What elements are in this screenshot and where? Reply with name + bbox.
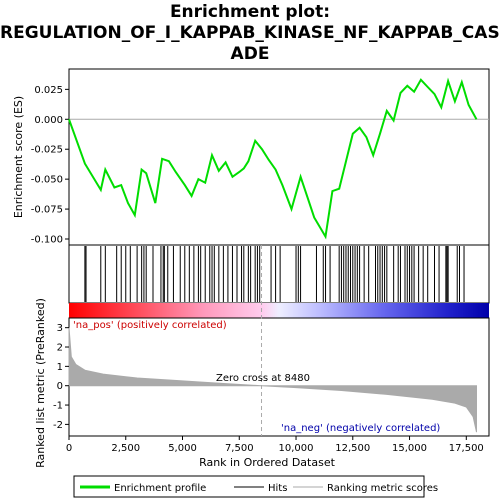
es-y-ticks: 0.025 0.000 -0.025 -0.050 -0.075 -0.100	[31, 85, 69, 246]
metric-area	[68, 327, 477, 433]
xtick-label: 2,500	[111, 443, 140, 454]
legend-hits-label: Hits	[268, 483, 287, 494]
metric-ytick-label: 2	[57, 343, 63, 354]
metric-y-ticks: 3 2 1 0 -1 -2	[53, 323, 69, 431]
zero-cross-label: Zero cross at 8480	[216, 373, 310, 384]
legend-enrichment-label: Enrichment profile	[114, 483, 206, 494]
x-axis-ticks: 0 2,500 5,000 7,500 10,000 12,500 15,000 17,500	[66, 436, 484, 454]
xtick-label: 5,000	[168, 443, 197, 454]
es-ytick-label: 0.025	[34, 85, 63, 96]
pos-correlated-label: 'na_pos' (positively correlated)	[73, 320, 227, 331]
es-ytick-label: -0.075	[31, 205, 63, 216]
neg-correlated-label: 'na_neg' (negatively correlated)	[281, 423, 440, 434]
ranked-metric-area	[68, 245, 477, 436]
x-axis-label: Rank in Ordered Dataset	[199, 456, 336, 469]
es-ytick-label: 0.000	[34, 115, 63, 126]
es-ytick-label: -0.025	[31, 145, 63, 156]
metric-ytick-label: -2	[53, 420, 63, 431]
hits-panel-frame	[68, 244, 490, 304]
enrichment-profile-path	[68, 77, 478, 240]
es-y-axis-label: Enrichment score (ES)	[12, 96, 25, 218]
xtick-label: 7,500	[225, 443, 254, 454]
chart-title-line-2: REGULATION_OF_I_KAPPAB_KINASE_NF_KAPPAB_…	[0, 23, 500, 43]
rank-color-bar	[69, 303, 489, 318]
metric-ytick-label: 1	[57, 362, 63, 373]
chart-title-line-3: ADE	[230, 44, 270, 64]
chart-title-line-1: Enrichment plot:	[169, 2, 331, 22]
metric-ytick-label: -1	[53, 401, 63, 412]
xtick-label: 10,000	[279, 443, 314, 454]
xtick-label: 17,500	[449, 443, 484, 454]
metric-y-axis-label: Ranked list metric (PreRanked)	[34, 298, 47, 468]
enrichment-profile-line	[68, 77, 478, 240]
es-panel-frame	[68, 68, 490, 246]
xtick-label: 12,500	[335, 443, 370, 454]
hit-markers	[84, 246, 465, 302]
es-ytick-label: -0.050	[31, 175, 63, 186]
metric-ytick-label: 0	[57, 381, 63, 392]
xtick-label: 0	[66, 443, 72, 454]
xtick-label: 15,000	[392, 443, 427, 454]
metric-ytick-label: 3	[57, 323, 63, 334]
legend-metric-label: Ranking metric scores	[327, 483, 438, 494]
es-ytick-label: -0.100	[31, 235, 63, 246]
